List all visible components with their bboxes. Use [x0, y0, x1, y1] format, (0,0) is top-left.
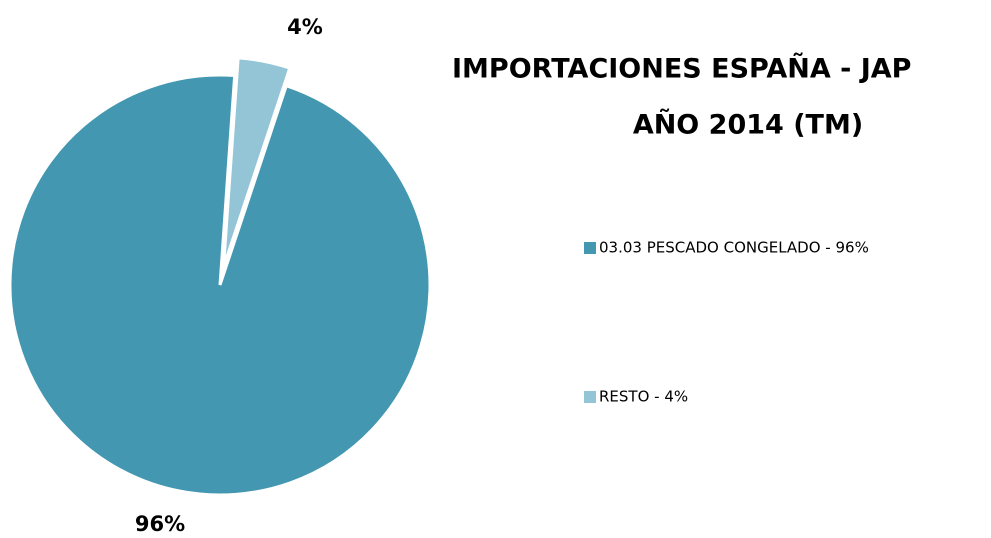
- slice-label: 96%: [135, 512, 185, 536]
- chart-title: IMPORTACIONES ESPAÑA - JAP: [452, 53, 911, 85]
- legend-swatch: [584, 391, 596, 403]
- legend-label: RESTO - 4%: [599, 388, 688, 406]
- pie-slice: [221, 56, 292, 268]
- legend-swatch: [584, 242, 596, 254]
- slice-label: 4%: [287, 15, 323, 39]
- pie-slice: [8, 73, 432, 497]
- legend-label: 03.03 PESCADO CONGELADO - 96%: [599, 239, 869, 257]
- chart-title: AÑO 2014 (TM): [633, 109, 863, 141]
